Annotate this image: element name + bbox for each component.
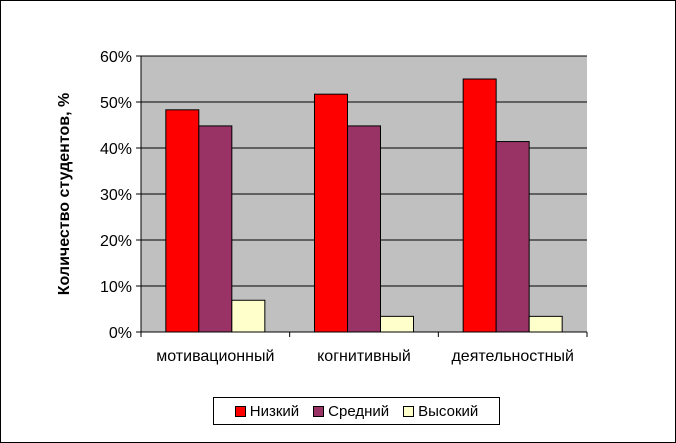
bar-2-3 (495, 141, 530, 333)
legend-item-3: Высокий (403, 403, 478, 420)
bar-2-1 (198, 125, 233, 333)
y-tick-label: 60% (100, 49, 132, 66)
legend-swatch (234, 405, 246, 417)
legend-item-2: Средний (313, 403, 389, 420)
bar-1-3 (462, 78, 497, 333)
y-axis-title: Количество студентов, % (56, 93, 73, 295)
legend-item-1: Низкий (234, 402, 300, 420)
y-tick-label: 50% (100, 95, 132, 112)
legend-label: Средний (328, 402, 390, 420)
legend-swatch (403, 405, 415, 417)
bar-3-2 (380, 315, 414, 333)
legend: Низкий Средний Высокий (213, 397, 500, 425)
legend-label: Низкий (249, 402, 300, 420)
y-tick-label: 30% (100, 187, 132, 204)
legend-swatch (313, 405, 325, 417)
bar-3-3 (528, 315, 563, 333)
y-tick-label: 40% (100, 141, 132, 158)
x-category-label: мотивационный (156, 348, 274, 365)
x-category-label: когнитивный (317, 348, 411, 365)
y-tick-label: 10% (100, 279, 132, 296)
x-category-label: деятельностный (451, 348, 573, 365)
y-tick-label: 20% (100, 233, 132, 250)
bar-1-1 (165, 109, 200, 333)
bar-2-2 (347, 125, 381, 333)
bar-3-1 (231, 299, 266, 333)
legend-label: Высокий (418, 402, 479, 420)
bar-1-2 (314, 93, 348, 333)
y-tick-label: 0% (109, 325, 132, 342)
